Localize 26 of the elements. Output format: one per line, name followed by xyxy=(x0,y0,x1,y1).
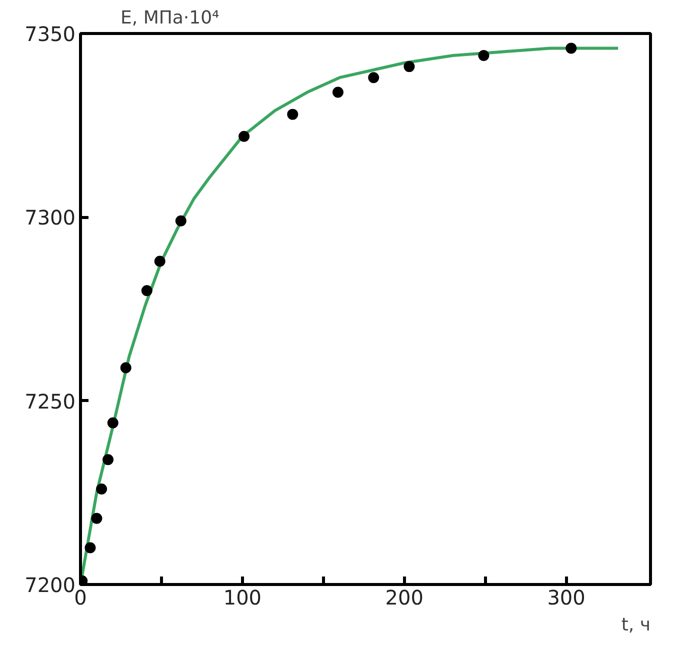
point xyxy=(84,542,96,554)
x-tick-label: 0 xyxy=(74,586,87,610)
point xyxy=(91,512,102,524)
point xyxy=(102,454,114,466)
point xyxy=(478,50,490,62)
y-tick-label: 7350 xyxy=(24,22,76,46)
point xyxy=(566,42,577,54)
y-axis-title: E, МПа·10⁴ xyxy=(120,8,220,28)
point xyxy=(141,285,152,296)
x-tick-label: 200 xyxy=(385,586,424,610)
point xyxy=(175,215,186,226)
point xyxy=(287,108,298,120)
x-axis-title: t, ч xyxy=(621,614,651,636)
point xyxy=(404,61,415,72)
y-tick-label: 7250 xyxy=(24,389,76,414)
y-tick-label: 7300 xyxy=(24,206,76,230)
x-tick-label: 300 xyxy=(547,586,586,610)
point xyxy=(154,256,166,267)
point xyxy=(107,417,118,428)
point xyxy=(238,130,250,142)
x-tick-label: 100 xyxy=(223,586,262,610)
y-tick-label: 7200 xyxy=(24,573,76,597)
point xyxy=(332,86,344,98)
point xyxy=(96,484,108,494)
point xyxy=(120,362,132,374)
point xyxy=(368,72,380,84)
